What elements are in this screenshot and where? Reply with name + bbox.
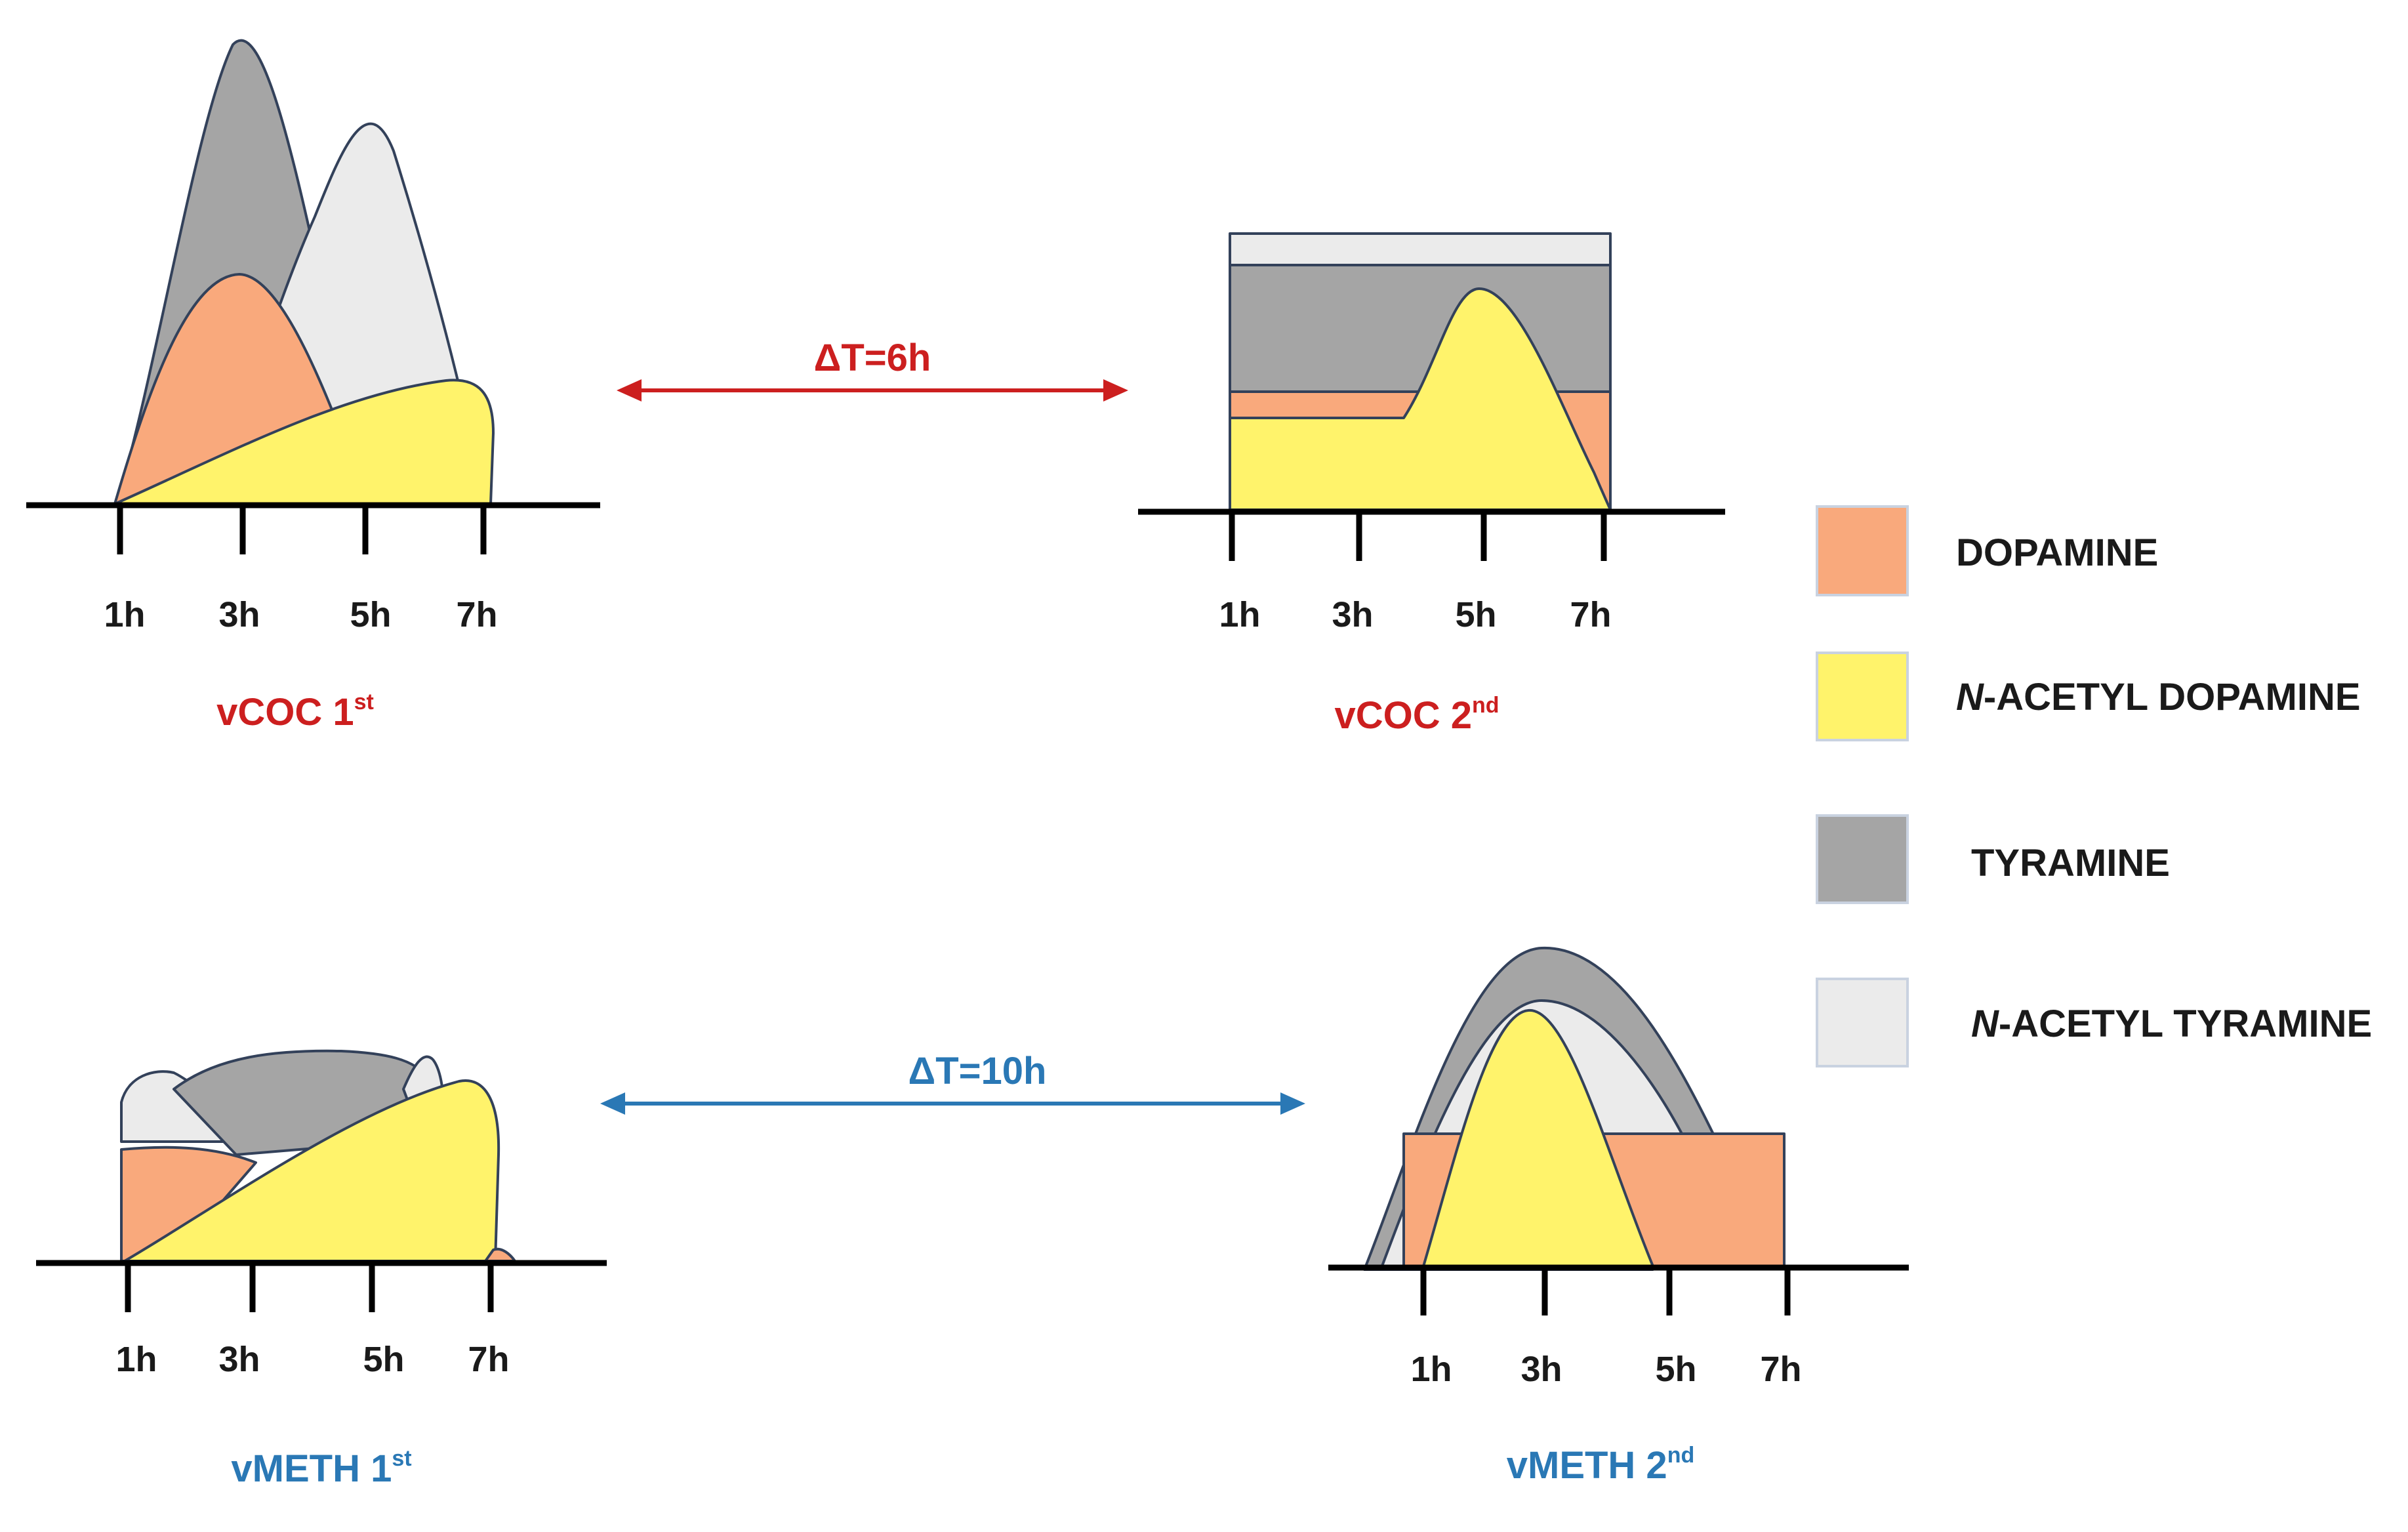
legend-item-dopamine: DOPAMINE: [1816, 505, 2158, 596]
panel-title-vmeth-1st: vMETH 1st: [231, 1446, 411, 1490]
interval-arrow-coc: ΔT=6h: [617, 337, 1128, 402]
n-acetyl-dopamine-curve: [123, 1079, 500, 1262]
legend-label-tyramine: TYRAMINE: [1971, 842, 2170, 884]
n-acetyl-dopamine-curve: [1422, 1008, 1654, 1268]
arrow-head-left: [617, 379, 642, 402]
panel-vcoc-1st: 1h 3h 5h 7h vCOC 1st: [26, 39, 600, 734]
tick-label-1h: 1h: [104, 595, 145, 634]
panel-title-vmeth-2nd: vMETH 2nd: [1507, 1443, 1695, 1487]
tick-label-3h: 3h: [1520, 1350, 1562, 1389]
panel-title-vcoc-1st: vCOC 1st: [216, 690, 374, 734]
legend-swatch-n-acetyl-tyramine: [1816, 978, 1909, 1067]
tick-label-3h: 3h: [1332, 595, 1373, 634]
legend-swatch-tyramine: [1816, 814, 1909, 904]
tick-label-1h: 1h: [1219, 595, 1260, 634]
tick-label-3h: 3h: [218, 1340, 260, 1379]
interval-label-meth: ΔT=10h: [908, 1050, 1047, 1092]
arrow-head-right: [1103, 379, 1128, 402]
legend-item-n-acetyl-dopamine: N-ACETYL DOPAMINE: [1816, 652, 2361, 741]
legend-swatch-dopamine: [1816, 505, 1909, 596]
legend-label-n-acetyl-dopamine: N-ACETYL DOPAMINE: [1956, 676, 2361, 718]
tick-label-1h: 1h: [1410, 1350, 1452, 1389]
n-acetyl-dopamine-curve: [1229, 287, 1612, 511]
tyramine-block: [1229, 264, 1612, 394]
n-acetyl-tyramine-block: [1229, 232, 1612, 269]
legend-item-tyramine: TYRAMINE: [1816, 814, 2170, 904]
tick-label-5h: 5h: [1655, 1350, 1696, 1389]
legend: DOPAMINE N-ACETYL DOPAMINE TYRAMINE N-AC…: [1816, 505, 2372, 1067]
tick-label-7h: 7h: [1570, 595, 1611, 634]
interval-label-coc: ΔT=6h: [814, 337, 931, 379]
interval-arrow-meth: ΔT=10h: [600, 1050, 1305, 1115]
panel-vcoc-2nd: 1h 3h 5h 7h vCOC 2nd: [1138, 232, 1725, 737]
tick-label-7h: 7h: [468, 1340, 509, 1379]
tick-label-5h: 5h: [350, 595, 391, 634]
tick-label-7h: 7h: [1760, 1350, 1801, 1389]
legend-swatch-n-acetyl-dopamine: [1816, 652, 1909, 741]
arrow-head-left: [600, 1092, 625, 1115]
tick-label-7h: 7h: [456, 595, 497, 634]
n-acetyl-dopamine-curve: [113, 379, 495, 505]
legend-item-n-acetyl-tyramine: N-ACETYL TYRAMINE: [1816, 978, 2372, 1067]
tick-label-5h: 5h: [363, 1340, 404, 1379]
legend-label-n-acetyl-tyramine: N-ACETYL TYRAMINE: [1971, 1003, 2372, 1045]
panel-vmeth-1st: 1h 3h 5h 7h vMETH 1st: [36, 1049, 607, 1490]
tick-label-5h: 5h: [1455, 595, 1496, 634]
dopamine-curve: [120, 1146, 257, 1262]
legend-label-dopamine: DOPAMINE: [1956, 531, 2158, 574]
arrow-head-right: [1280, 1092, 1305, 1115]
panel-vmeth-2nd: 1h 3h 5h 7h vMETH 2nd: [1328, 946, 1909, 1487]
tick-label-3h: 3h: [218, 595, 260, 634]
panel-title-vcoc-2nd: vCOC 2nd: [1334, 693, 1499, 737]
tick-label-1h: 1h: [115, 1340, 157, 1379]
